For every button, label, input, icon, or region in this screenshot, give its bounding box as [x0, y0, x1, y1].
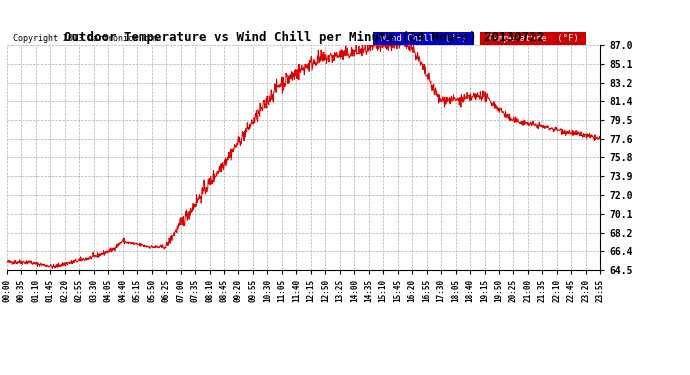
Text: Wind Chill  (°F): Wind Chill (°F) — [375, 34, 471, 43]
Text: Temperature  (°F): Temperature (°F) — [482, 34, 584, 43]
Text: Copyright 2013 Cartronics.com: Copyright 2013 Cartronics.com — [13, 34, 158, 43]
Title: Outdoor Temperature vs Wind Chill per Minute (24 Hours) 20130722: Outdoor Temperature vs Wind Chill per Mi… — [63, 31, 544, 44]
